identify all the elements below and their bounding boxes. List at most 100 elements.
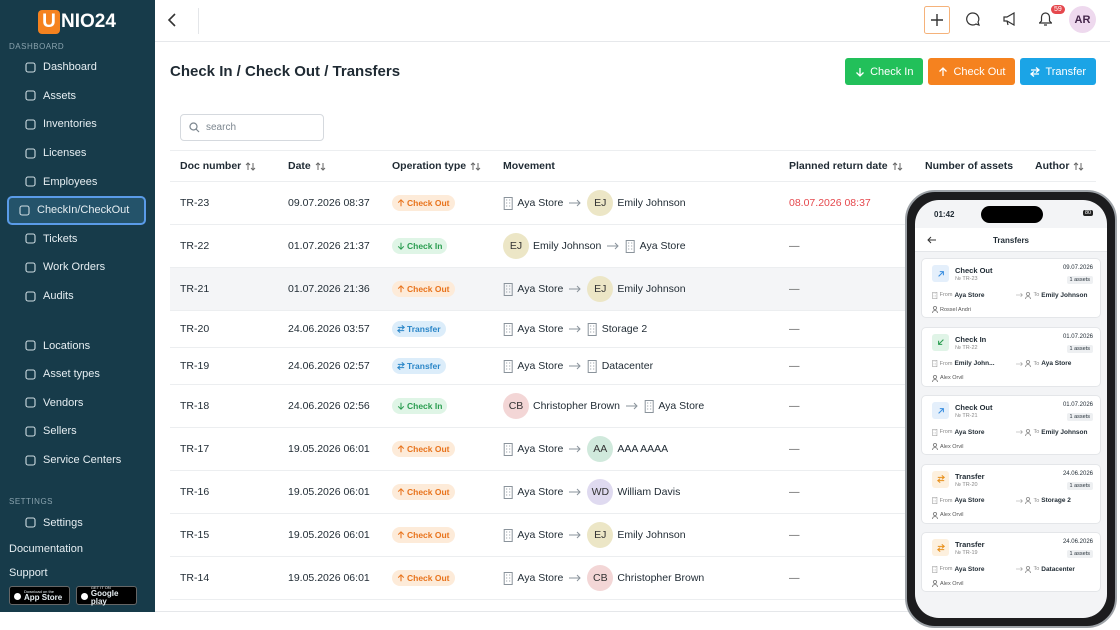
doc-number: TR-17 bbox=[180, 443, 210, 455]
nav-label: Employees bbox=[43, 175, 98, 188]
column-label: Planned return date bbox=[789, 160, 888, 172]
card-title: Check Out bbox=[955, 266, 993, 275]
store-text: Download on the App Store bbox=[24, 589, 62, 602]
movement: Aya Store EJ Emily Johnson bbox=[493, 190, 779, 216]
nav-item[interactable]: Licenses bbox=[7, 139, 146, 168]
store-badge[interactable]: GET IT ON Google play bbox=[76, 585, 137, 606]
nav-label: Settings bbox=[43, 516, 83, 529]
action-button[interactable]: Transfer bbox=[1020, 58, 1096, 85]
table-row[interactable]: TR-14 19.05.2026 06:01 Check Out Aya Store C… bbox=[170, 557, 1096, 600]
transfer-card[interactable]: Check In № TR-22 01.07.2026 1 assets From Emi… bbox=[921, 326, 1101, 387]
column-header[interactable]: Planned return date bbox=[779, 160, 915, 172]
column-label: Author bbox=[1035, 160, 1070, 172]
table-row[interactable]: TR-18 24.06.2026 02:56 Check In CB Christoph… bbox=[170, 385, 1096, 428]
nav-item[interactable]: Asset types bbox=[7, 360, 146, 389]
transfer-card[interactable]: Transfer № TR-19 24.06.2026 1 assets From Aya… bbox=[921, 532, 1101, 592]
date: 24.06.2026 02:56 bbox=[288, 400, 370, 412]
column-label: Operation type bbox=[392, 160, 467, 172]
chat-button[interactable] bbox=[966, 12, 980, 26]
notifications-button[interactable] bbox=[1039, 12, 1052, 27]
planned-return: — bbox=[789, 400, 800, 412]
action-button[interactable]: Check Out bbox=[928, 58, 1016, 85]
table-row[interactable]: TR-22 01.07.2026 21:37 Check In EJ Emily Joh… bbox=[170, 225, 1096, 268]
table-row[interactable]: TR-23 09.07.2026 08:37 Check Out Aya Store E… bbox=[170, 182, 1096, 225]
nav-label: Service Centers bbox=[43, 454, 122, 467]
page-title: Check In / Check Out / Transfers bbox=[170, 63, 401, 80]
endpoint-name: Aya Store bbox=[517, 323, 564, 335]
endpoint-name: Christopher Brown bbox=[533, 400, 620, 412]
table-row[interactable]: TR-17 19.05.2026 06:01 Check Out Aya Store A… bbox=[170, 428, 1096, 471]
column-header[interactable]: Author bbox=[1025, 160, 1096, 172]
nav-item[interactable]: Inventories bbox=[7, 110, 146, 139]
endpoint-name: Aya Store bbox=[517, 360, 564, 372]
back-button[interactable] bbox=[167, 13, 177, 27]
nav-item[interactable]: Tickets bbox=[7, 225, 146, 254]
movement-endpoint: EJ Emily Johnson bbox=[503, 233, 601, 259]
column-header[interactable]: Doc number bbox=[170, 160, 278, 172]
from-label: From bbox=[939, 429, 953, 435]
nav-item[interactable]: Work Orders bbox=[7, 253, 146, 282]
card-date: 24.06.2026 bbox=[1062, 539, 1093, 545]
nav-link[interactable]: Support bbox=[9, 566, 48, 579]
table-row[interactable]: TR-20 24.06.2026 03:57 Transfer Aya Store St… bbox=[170, 311, 1096, 348]
table-row[interactable]: TR-19 24.06.2026 02:57 Transfer Aya Store Da… bbox=[170, 348, 1096, 385]
nav-item[interactable]: Sellers bbox=[7, 417, 146, 446]
movement: CB Christopher Brown Aya Store bbox=[493, 393, 779, 419]
nav-item[interactable]: Service Centers bbox=[7, 446, 146, 475]
planned-return: — bbox=[789, 486, 800, 498]
operation-label: Check Out bbox=[407, 530, 450, 540]
column-label: Doc number bbox=[180, 160, 242, 172]
nav-link[interactable]: Documentation bbox=[9, 542, 83, 555]
battery: 80 bbox=[1083, 210, 1094, 216]
logo-mark: U bbox=[38, 10, 60, 34]
add-button[interactable] bbox=[924, 6, 950, 34]
card-date: 24.06.2026 bbox=[1062, 470, 1093, 477]
operation-cell: Transfer bbox=[382, 321, 493, 337]
transfer-card[interactable]: Check Out № TR-21 01.07.2026 1 assets From Ay… bbox=[921, 395, 1101, 455]
endpoint-name: Christopher Brown bbox=[617, 572, 705, 584]
nav-item[interactable]: Settings bbox=[7, 508, 146, 537]
to-label: To bbox=[1033, 497, 1040, 504]
search-placeholder: search bbox=[206, 122, 237, 133]
user-avatar[interactable]: AR bbox=[1069, 6, 1096, 33]
column-header[interactable]: Date bbox=[278, 160, 382, 172]
card-date: 01.07.2026 bbox=[1062, 333, 1093, 340]
endpoint-name: Aya Store bbox=[517, 197, 564, 209]
table-row[interactable]: TR-16 19.05.2026 06:01 Check Out Aya Store W… bbox=[170, 471, 1096, 514]
transfer-card[interactable]: Check Out № TR-23 09.07.2026 1 assets From Ay… bbox=[921, 258, 1101, 318]
author-name: Alex Orvil bbox=[940, 512, 964, 518]
movement-endpoint: EJ Emily Johnson bbox=[587, 276, 686, 302]
nav-item[interactable]: Locations bbox=[7, 331, 146, 360]
column-header[interactable]: Operation type bbox=[382, 160, 493, 172]
nav-item[interactable]: Dashboard bbox=[7, 53, 146, 82]
date: 19.05.2026 06:01 bbox=[288, 572, 370, 584]
notification-count: 59 bbox=[1051, 5, 1065, 14]
phone-back[interactable] bbox=[927, 236, 937, 244]
movement-endpoint: Aya Store bbox=[503, 359, 564, 373]
store-badge[interactable]: Download on the App Store bbox=[9, 586, 70, 605]
movement-endpoint: CB Christopher Brown bbox=[503, 393, 620, 419]
transfer-card[interactable]: Transfer № TR-20 24.06.2026 1 assets From Aya… bbox=[921, 463, 1101, 524]
store-label: Google play bbox=[90, 588, 119, 606]
logo[interactable]: U NIO24 bbox=[38, 10, 116, 34]
table-header: Doc number Date Operation type Movement Plan… bbox=[170, 150, 1096, 182]
endpoint-name: Emily Johnson bbox=[617, 529, 686, 541]
phone-header: Transfers bbox=[915, 228, 1107, 252]
date: 19.05.2026 06:01 bbox=[288, 486, 370, 498]
nav-item[interactable]: CheckIn/CheckOut bbox=[7, 195, 146, 225]
nav-item[interactable]: Assets bbox=[7, 82, 146, 111]
action-button[interactable]: Check In bbox=[845, 58, 924, 85]
nav-item[interactable]: Employees bbox=[7, 167, 146, 196]
search-input[interactable]: search bbox=[180, 114, 324, 141]
announce-button[interactable] bbox=[1002, 12, 1017, 26]
doc-number: TR-21 bbox=[180, 283, 210, 295]
nav-item[interactable]: Vendors bbox=[7, 389, 146, 418]
phone-title: Transfers bbox=[992, 236, 1030, 245]
operation-label: Check Out bbox=[407, 573, 450, 583]
movement: Aya Store EJ Emily Johnson bbox=[493, 522, 779, 548]
nav-item[interactable]: Audits bbox=[7, 282, 146, 311]
table-row[interactable]: TR-15 19.05.2026 06:01 Check Out Aya Store E… bbox=[170, 514, 1096, 557]
avatar: AA bbox=[587, 436, 614, 462]
endpoint-name: Emily Johnson bbox=[617, 283, 686, 295]
